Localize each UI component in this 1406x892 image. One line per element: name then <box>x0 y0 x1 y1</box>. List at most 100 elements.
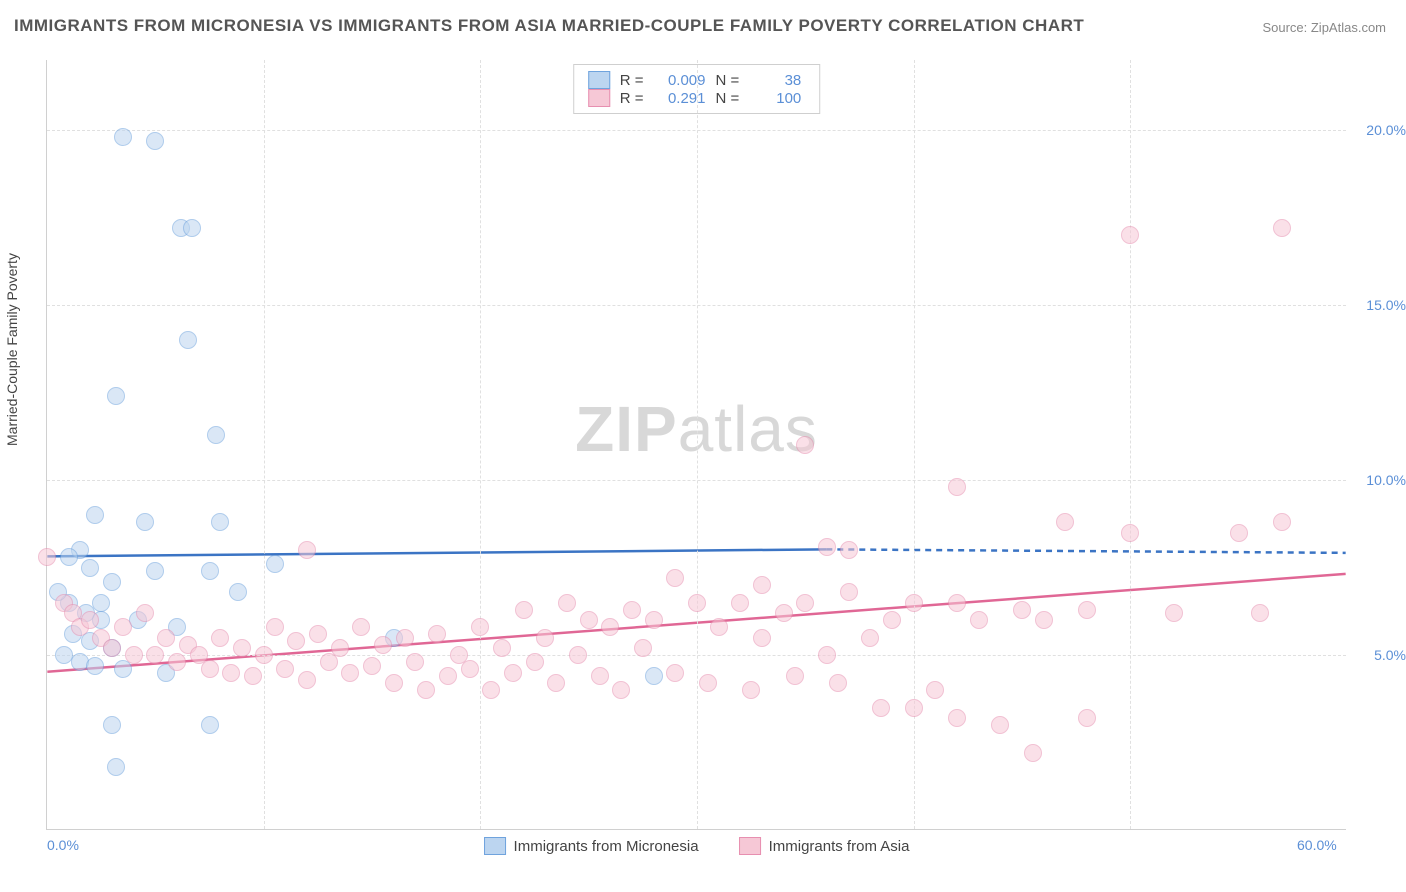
scatter-point <box>1056 513 1074 531</box>
scatter-point <box>298 671 316 689</box>
scatter-point <box>840 541 858 559</box>
scatter-point <box>244 667 262 685</box>
y-tick-label: 20.0% <box>1366 122 1406 138</box>
scatter-point <box>558 594 576 612</box>
scatter-point <box>385 674 403 692</box>
scatter-point <box>103 573 121 591</box>
scatter-point <box>1035 611 1053 629</box>
scatter-point <box>229 583 247 601</box>
scatter-point <box>146 562 164 580</box>
scatter-point <box>970 611 988 629</box>
scatter-point <box>818 646 836 664</box>
scatter-point <box>125 646 143 664</box>
scatter-point <box>493 639 511 657</box>
scatter-point <box>926 681 944 699</box>
scatter-point <box>363 657 381 675</box>
scatter-point <box>406 653 424 671</box>
series-swatch-asia <box>739 837 761 855</box>
scatter-point <box>309 625 327 643</box>
scatter-point <box>211 513 229 531</box>
scatter-point <box>580 611 598 629</box>
scatter-point <box>396 629 414 647</box>
scatter-point <box>107 758 125 776</box>
scatter-point <box>948 594 966 612</box>
y-tick-label: 15.0% <box>1366 297 1406 313</box>
scatter-point <box>645 611 663 629</box>
scatter-point <box>183 219 201 237</box>
scatter-point <box>428 625 446 643</box>
scatter-point <box>645 667 663 685</box>
scatter-point <box>948 478 966 496</box>
scatter-point <box>60 548 78 566</box>
x-tick-label: 60.0% <box>1297 837 1337 853</box>
scatter-point <box>233 639 251 657</box>
scatter-point <box>666 569 684 587</box>
watermark-bold: ZIP <box>575 393 678 465</box>
scatter-point <box>753 629 771 647</box>
scatter-point <box>439 667 457 685</box>
series-legend-asia: Immigrants from Asia <box>739 837 910 855</box>
gridline-v <box>480 60 481 829</box>
scatter-point <box>775 604 793 622</box>
scatter-point <box>276 660 294 678</box>
scatter-point <box>569 646 587 664</box>
gridline-v <box>264 60 265 829</box>
scatter-point <box>222 664 240 682</box>
scatter-point <box>168 653 186 671</box>
scatter-point <box>114 618 132 636</box>
scatter-point <box>504 664 522 682</box>
scatter-point <box>287 632 305 650</box>
scatter-point <box>461 660 479 678</box>
scatter-point <box>38 548 56 566</box>
scatter-point <box>1121 524 1139 542</box>
scatter-point <box>266 555 284 573</box>
scatter-point <box>114 128 132 146</box>
legend-n-label: N = <box>716 72 740 89</box>
scatter-point <box>601 618 619 636</box>
scatter-point <box>829 674 847 692</box>
scatter-point <box>796 594 814 612</box>
scatter-point <box>666 664 684 682</box>
scatter-point <box>905 699 923 717</box>
series-legend-micronesia: Immigrants from Micronesia <box>484 837 699 855</box>
scatter-point <box>331 639 349 657</box>
scatter-point <box>352 618 370 636</box>
series-legend: Immigrants from Micronesia Immigrants fr… <box>484 837 910 855</box>
scatter-point <box>341 664 359 682</box>
scatter-point <box>818 538 836 556</box>
scatter-point <box>1121 226 1139 244</box>
scatter-point <box>298 541 316 559</box>
scatter-point <box>753 576 771 594</box>
scatter-point <box>201 562 219 580</box>
scatter-point <box>861 629 879 647</box>
scatter-point <box>1013 601 1031 619</box>
scatter-point <box>536 629 554 647</box>
legend-row-micronesia: R = 0.009 N = 38 <box>588 71 802 89</box>
scatter-point <box>1078 601 1096 619</box>
legend-swatch-asia <box>588 89 610 107</box>
legend-n-value-0: 38 <box>749 72 801 89</box>
scatter-point <box>201 716 219 734</box>
scatter-point <box>840 583 858 601</box>
series-name-0: Immigrants from Micronesia <box>514 838 699 855</box>
scatter-point <box>688 594 706 612</box>
gridline-v <box>697 60 698 829</box>
scatter-point <box>1273 219 1291 237</box>
scatter-point <box>1024 744 1042 762</box>
scatter-point <box>1165 604 1183 622</box>
scatter-point <box>634 639 652 657</box>
scatter-point <box>201 660 219 678</box>
scatter-point <box>179 331 197 349</box>
x-tick-label: 0.0% <box>47 837 79 853</box>
chart-title: IMMIGRANTS FROM MICRONESIA VS IMMIGRANTS… <box>14 16 1084 36</box>
scatter-point <box>526 653 544 671</box>
scatter-point <box>1251 604 1269 622</box>
scatter-point <box>1078 709 1096 727</box>
scatter-point <box>374 636 392 654</box>
scatter-point <box>612 681 630 699</box>
scatter-point <box>742 681 760 699</box>
y-tick-label: 10.0% <box>1366 472 1406 488</box>
scatter-point <box>86 657 104 675</box>
chart-plot-area: ZIPatlas R = 0.009 N = 38 R = 0.291 N = … <box>46 60 1346 830</box>
legend-r-label: R = <box>620 90 644 107</box>
